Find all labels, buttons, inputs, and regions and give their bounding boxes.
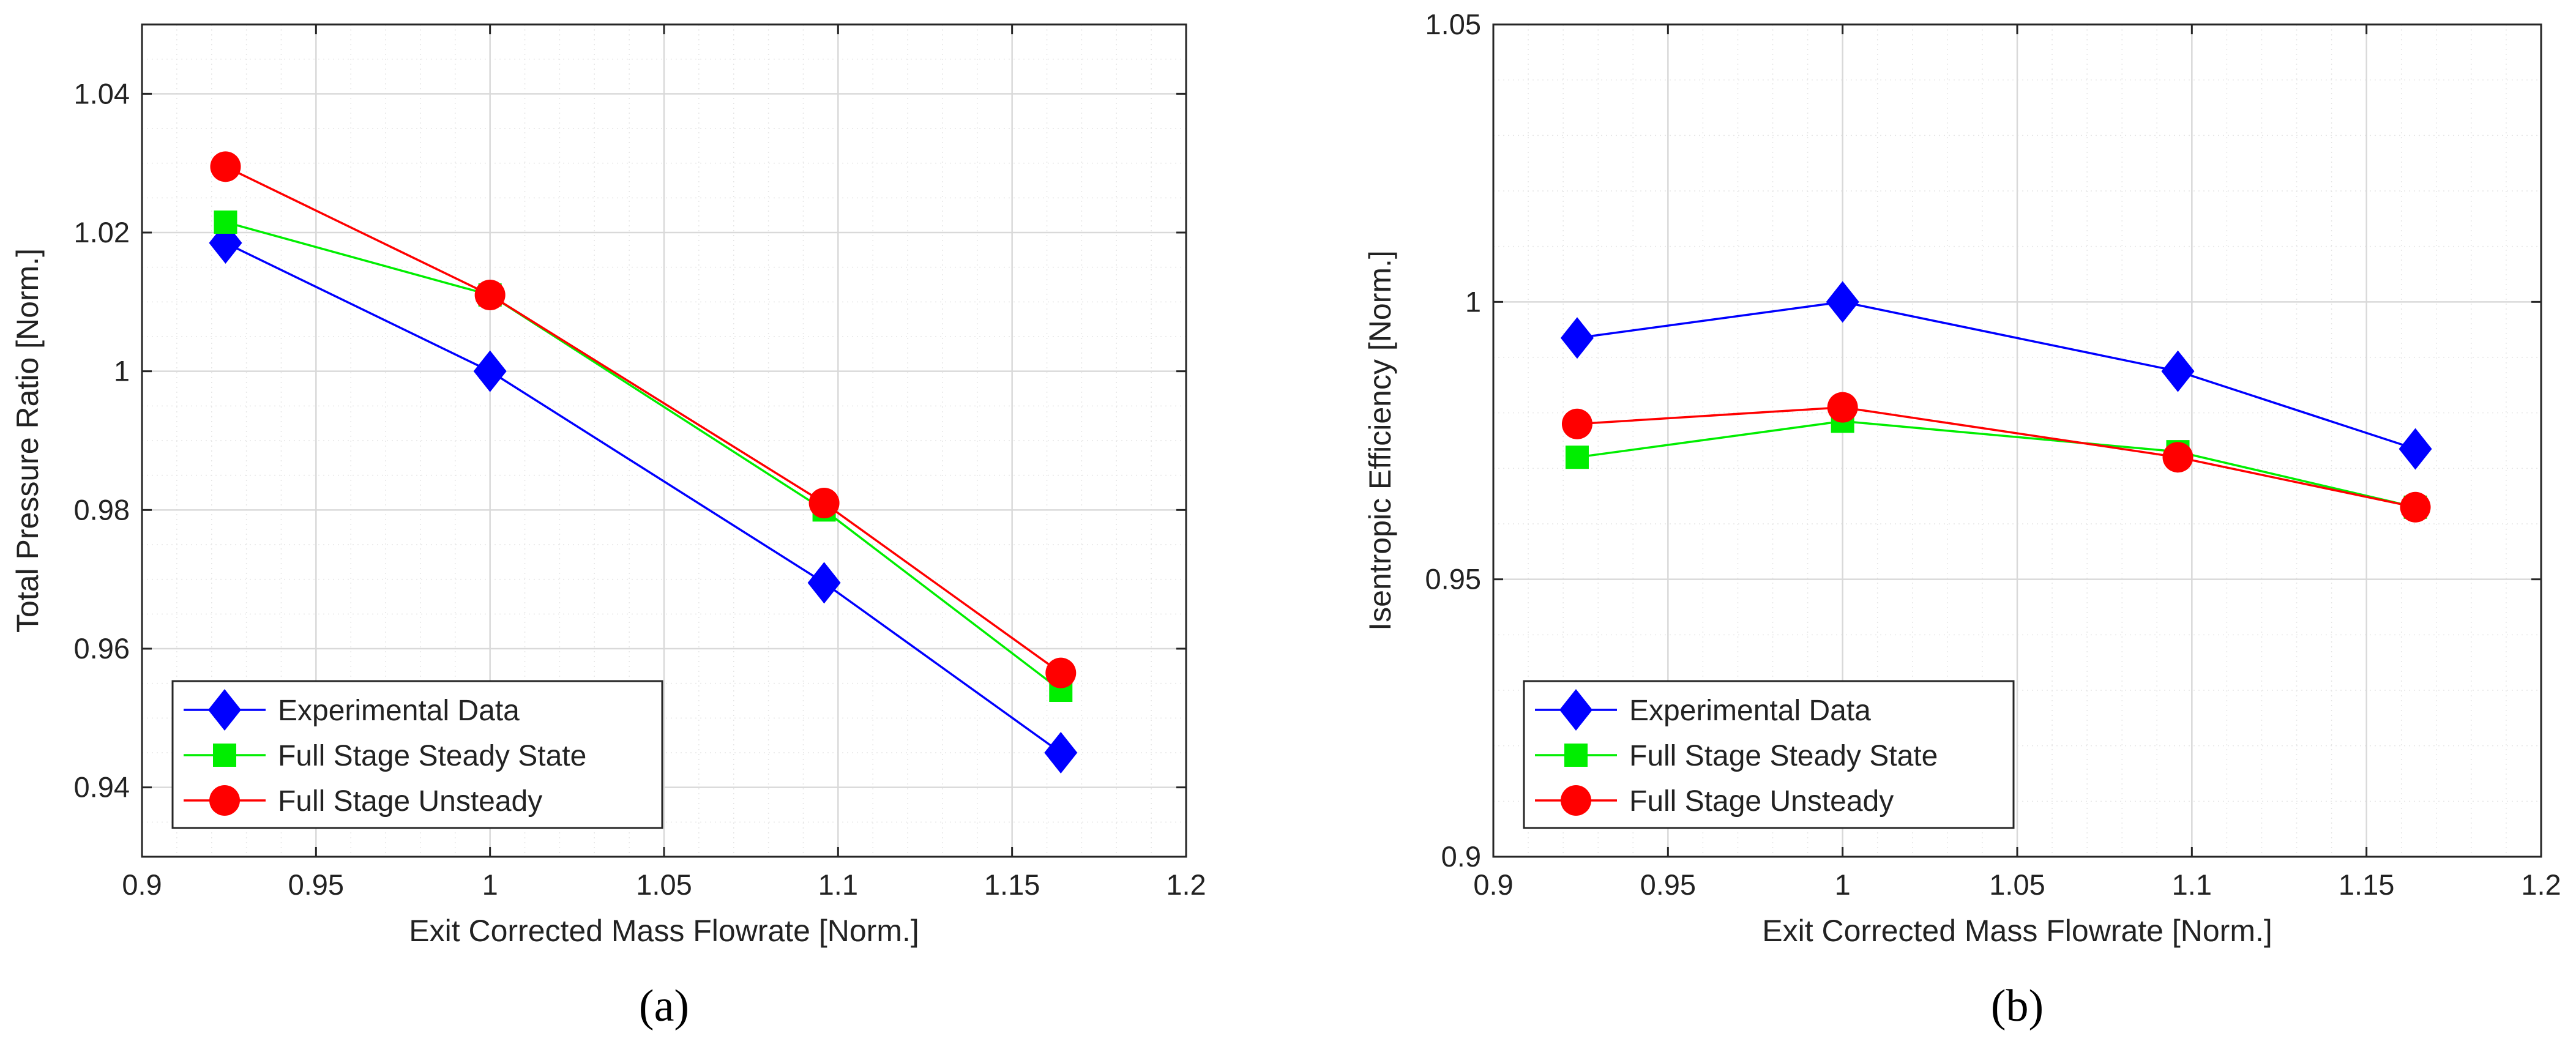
y-tick-label: 1 — [114, 355, 130, 387]
series-diamond — [1560, 281, 2432, 470]
x-tick-label: 1.05 — [1989, 868, 2045, 901]
data-point-circle — [2162, 442, 2193, 473]
data-point-diamond — [807, 562, 841, 604]
legend-marker-square — [213, 744, 236, 767]
legend-label: Full Stage Steady State — [278, 740, 586, 772]
panel-caption: (b) — [1991, 981, 2044, 1031]
data-point-square — [1565, 446, 1589, 469]
x-axis-label: Exit Corrected Mass Flowrate [Norm.] — [1762, 914, 2272, 948]
legend-label: Full Stage Steady State — [1629, 740, 1938, 772]
x-tick-label: 1.1 — [2172, 868, 2212, 901]
legend-label: Experimental Data — [1629, 695, 1871, 727]
y-axis-label: Total Pressure Ratio [Norm.] — [10, 248, 45, 633]
x-tick-label: 0.9 — [1473, 868, 1513, 901]
data-point-circle — [474, 280, 506, 310]
data-point-diamond — [1044, 732, 1078, 774]
x-axis-label: Exit Corrected Mass Flowrate [Norm.] — [409, 914, 919, 948]
data-point-square — [214, 211, 237, 234]
y-tick-label: 1.02 — [74, 216, 130, 248]
y-tick-label: 1 — [1465, 285, 1481, 318]
series-line — [225, 165, 1062, 674]
legend-label: Full Stage Unsteady — [1629, 785, 1894, 818]
x-tick-label: 0.9 — [122, 868, 162, 901]
x-tick-label: 0.95 — [1640, 868, 1696, 901]
legend: Experimental Data Full Stage Steady State… — [171, 680, 663, 829]
x-tick-label: 1 — [1835, 868, 1851, 901]
x-tick-label: 1.15 — [2339, 868, 2394, 901]
ticks: 0.9 0.95 1 1.05 1.1 1.15 1.2 0.9 0.95 1 1.05 — [1425, 8, 2561, 901]
series-line — [1577, 406, 2416, 509]
x-tick-label: 0.95 — [288, 868, 344, 901]
ticks: 0.9 0.95 1 1.05 1.1 1.15 1.2 0.94 0.96 0.98 1 1.02 1… — [74, 24, 1206, 901]
panel-b: 0.9 0.95 1 1.05 1.1 1.15 1.2 0.9 0.95 1 1.05 Exit C… — [1363, 8, 2561, 1031]
data-point-circle — [210, 151, 241, 182]
series-line — [1577, 420, 2416, 509]
data-point-circle — [1561, 408, 1592, 439]
y-axis-label: Isentropic Efficiency [Norm.] — [1363, 250, 1397, 631]
legend-label: Full Stage Unsteady — [278, 785, 542, 818]
legend-marker-diamond — [1559, 689, 1592, 731]
data-point-diamond — [473, 350, 507, 392]
x-tick-label: 1.15 — [984, 868, 1040, 901]
legend-label: Experimental Data — [278, 695, 520, 727]
x-tick-label: 1.2 — [2521, 868, 2561, 901]
data-point-diamond — [1560, 317, 1594, 359]
y-tick-label: 1.04 — [74, 77, 130, 110]
legend-marker-circle — [209, 785, 240, 816]
data-point-diamond — [1826, 281, 1859, 323]
data-point-circle — [1827, 392, 1858, 423]
data-point-circle — [808, 488, 840, 518]
legend-marker-square — [1564, 744, 1588, 767]
series-line — [225, 242, 1062, 754]
y-tick-label: 1.05 — [1425, 8, 1481, 40]
x-tick-label: 1.05 — [636, 868, 692, 901]
y-tick-label: 0.95 — [1425, 563, 1481, 595]
data-point-diamond — [2399, 428, 2432, 470]
y-tick-label: 0.94 — [74, 771, 130, 804]
x-tick-label: 1.2 — [1166, 868, 1206, 901]
y-tick-label: 0.98 — [74, 493, 130, 526]
y-tick-label: 0.9 — [1441, 840, 1481, 873]
legend-marker-circle — [1561, 785, 1591, 816]
legend: Experimental Data Full Stage Steady State… — [1523, 680, 2015, 829]
series-line — [225, 221, 1062, 692]
legend-marker-diamond — [208, 689, 241, 731]
data-point-circle — [1045, 657, 1077, 688]
x-tick-label: 1 — [482, 868, 498, 901]
series-circle — [210, 151, 1077, 688]
data-point-diamond — [2161, 350, 2195, 392]
series-line — [1577, 300, 2416, 450]
panel-caption: (a) — [639, 981, 689, 1031]
series-circle — [1561, 392, 2431, 523]
x-tick-label: 1.1 — [818, 868, 858, 901]
data-point-circle — [2400, 491, 2431, 523]
series-diamond — [209, 222, 1078, 774]
panel-a: 0.9 0.95 1 1.05 1.1 1.15 1.2 0.94 0.96 0.98 1 1.02 1… — [10, 23, 1206, 1031]
y-tick-label: 0.96 — [74, 632, 130, 665]
